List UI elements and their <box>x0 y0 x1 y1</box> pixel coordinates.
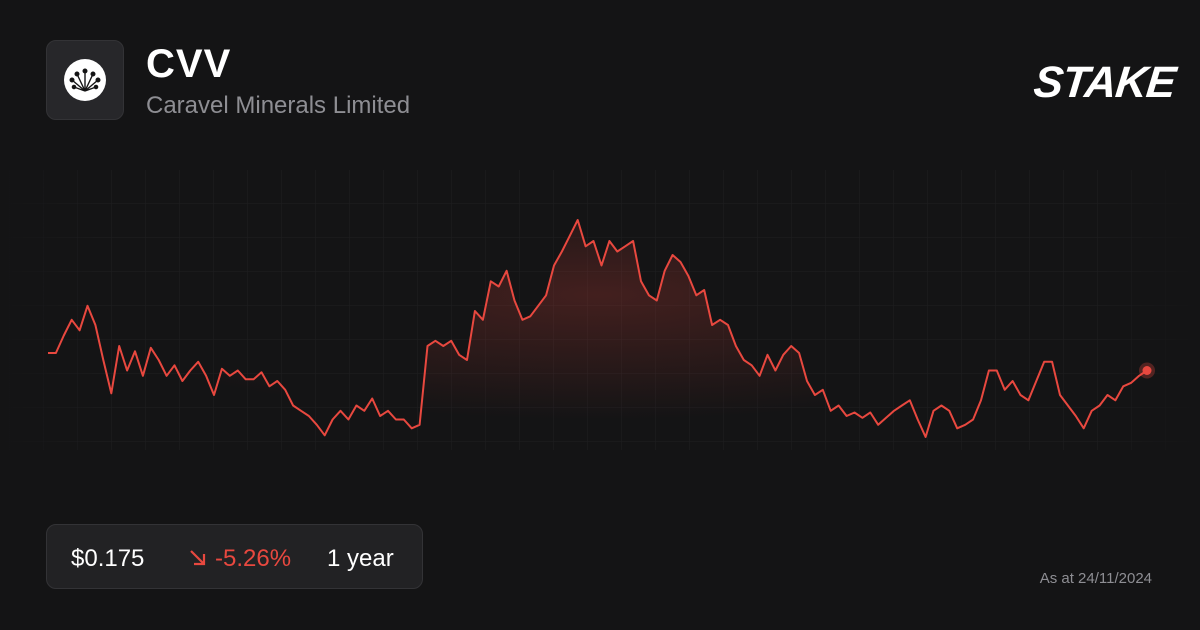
down-arrow-icon <box>190 550 206 566</box>
price-change: -5.26% <box>215 545 292 572</box>
logo-icon <box>64 59 106 101</box>
price-summary: $0.175 -5.26% 1 year <box>46 524 423 589</box>
company-name: Caravel Minerals Limited <box>146 92 411 119</box>
plot <box>48 219 1155 470</box>
end-dot <box>1142 366 1152 375</box>
ticker: CVV <box>146 42 232 86</box>
period: 1 year <box>327 545 394 572</box>
company-logo <box>46 40 124 120</box>
price: $0.175 <box>71 545 145 572</box>
price-line <box>48 219 1148 438</box>
brand-logo: STAKE <box>1031 58 1178 107</box>
area-glow <box>48 220 1147 470</box>
as-at-date: As at 24/11/2024 <box>1039 570 1152 587</box>
